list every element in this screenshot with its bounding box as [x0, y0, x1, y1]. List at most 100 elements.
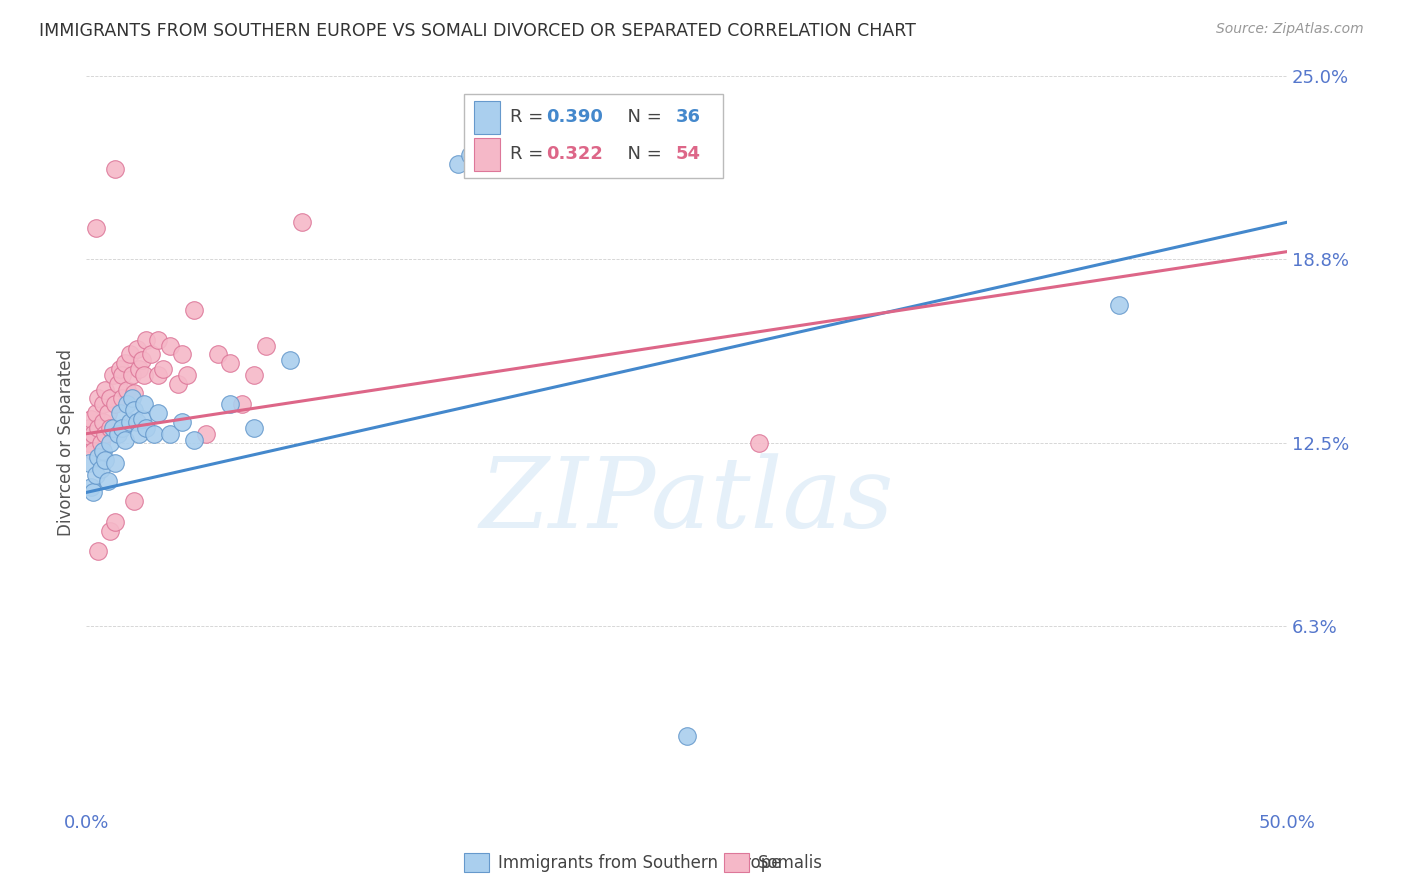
Point — [82, 426, 104, 441]
Point — [675, 729, 697, 743]
Point — [132, 397, 155, 411]
Text: 36: 36 — [676, 108, 700, 127]
Text: Source: ZipAtlas.com: Source: ZipAtlas.com — [1216, 22, 1364, 37]
Point — [111, 368, 134, 382]
Text: R =: R = — [510, 145, 548, 163]
Point — [125, 415, 148, 429]
Y-axis label: Divorced or Separated: Divorced or Separated — [58, 349, 75, 536]
Point — [114, 356, 136, 370]
Point — [80, 430, 103, 444]
Point — [107, 376, 129, 391]
Point — [124, 494, 146, 508]
Point — [447, 156, 470, 170]
Text: 54: 54 — [676, 145, 700, 163]
Point — [97, 474, 120, 488]
Point — [148, 406, 170, 420]
Point — [124, 385, 146, 400]
Point — [82, 444, 104, 458]
Text: Somalis: Somalis — [758, 854, 823, 871]
Point — [91, 444, 114, 458]
Point — [131, 412, 153, 426]
Point — [104, 397, 127, 411]
Point — [131, 353, 153, 368]
Text: Immigrants from Southern Europe: Immigrants from Southern Europe — [498, 854, 782, 871]
Point — [195, 426, 218, 441]
Point — [80, 412, 103, 426]
Point — [98, 524, 121, 538]
Point — [460, 148, 482, 162]
Point — [108, 406, 131, 420]
Bar — [474, 101, 501, 134]
Point — [90, 462, 112, 476]
Point — [84, 406, 107, 420]
Point — [94, 453, 117, 467]
Point — [91, 397, 114, 411]
Point — [176, 368, 198, 382]
Point — [142, 426, 165, 441]
Text: IMMIGRANTS FROM SOUTHERN EUROPE VS SOMALI DIVORCED OR SEPARATED CORRELATION CHAR: IMMIGRANTS FROM SOUTHERN EUROPE VS SOMAL… — [39, 22, 917, 40]
Point — [94, 383, 117, 397]
Point — [104, 456, 127, 470]
Point — [98, 435, 121, 450]
Point — [135, 333, 157, 347]
Point — [77, 421, 100, 435]
Point — [111, 392, 134, 406]
Point — [152, 362, 174, 376]
Point — [231, 397, 253, 411]
Point — [87, 421, 110, 435]
Point — [139, 347, 162, 361]
Point — [82, 485, 104, 500]
Point — [121, 392, 143, 406]
Point — [125, 342, 148, 356]
Point — [1108, 297, 1130, 311]
Point — [159, 338, 181, 352]
Point — [243, 368, 266, 382]
Point — [121, 368, 143, 382]
Point — [84, 467, 107, 482]
Point — [159, 426, 181, 441]
Point — [183, 303, 205, 318]
Point — [111, 421, 134, 435]
Point — [114, 433, 136, 447]
Point — [135, 421, 157, 435]
Point — [98, 392, 121, 406]
Point — [80, 479, 103, 493]
Point — [280, 353, 302, 368]
Point — [166, 376, 188, 391]
Text: ZIPatlas: ZIPatlas — [479, 454, 894, 549]
Text: R =: R = — [510, 108, 548, 127]
Text: N =: N = — [616, 145, 668, 163]
Point — [91, 415, 114, 429]
Point — [98, 421, 121, 435]
Point — [101, 421, 124, 435]
Point — [128, 426, 150, 441]
Point — [77, 435, 100, 450]
Text: 0.322: 0.322 — [546, 145, 603, 163]
Point — [90, 435, 112, 450]
Point — [118, 415, 141, 429]
Point — [128, 362, 150, 376]
Point — [747, 435, 769, 450]
FancyBboxPatch shape — [464, 94, 723, 178]
Point — [84, 221, 107, 235]
Point — [172, 415, 194, 429]
Point — [172, 347, 194, 361]
Text: 0.390: 0.390 — [546, 108, 603, 127]
Point — [104, 162, 127, 177]
Point — [94, 426, 117, 441]
Point — [77, 456, 100, 470]
Point — [101, 368, 124, 382]
Point — [124, 403, 146, 417]
Point — [207, 347, 229, 361]
Point — [132, 368, 155, 382]
Point — [87, 544, 110, 558]
Point — [115, 397, 138, 411]
Point — [254, 338, 277, 352]
Point — [183, 433, 205, 447]
Point — [291, 215, 314, 229]
Point — [148, 368, 170, 382]
Point — [115, 383, 138, 397]
Point — [104, 515, 127, 529]
Bar — [474, 137, 501, 170]
Point — [219, 397, 242, 411]
